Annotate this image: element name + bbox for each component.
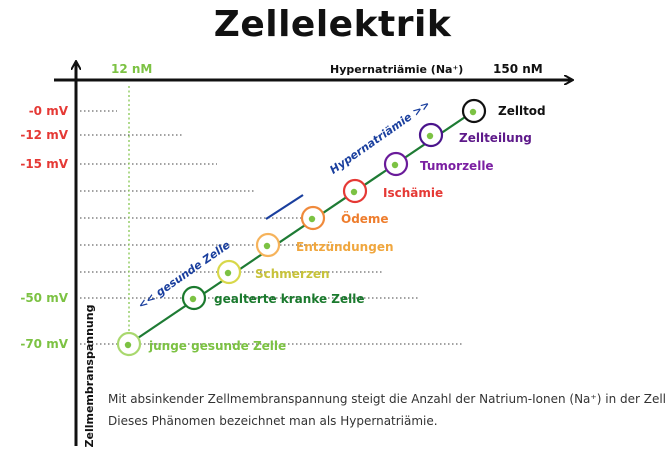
x-axis-label: Hypernatriämie (Na⁺) bbox=[330, 63, 463, 76]
cell-core bbox=[224, 269, 232, 277]
trend-line-path bbox=[128, 110, 475, 345]
caption-line-2: Dieses Phänomen bezeichnet man als Hyper… bbox=[108, 414, 438, 428]
cell-core bbox=[308, 215, 316, 223]
blue-dash-mark bbox=[265, 194, 304, 220]
stage-label: Ödeme bbox=[341, 211, 389, 226]
cell-core bbox=[350, 188, 358, 196]
stage-label: Zellteilung bbox=[459, 131, 532, 145]
cell-core bbox=[263, 242, 271, 250]
stage-label: junge gesunde Zelle bbox=[148, 339, 286, 353]
cell-core bbox=[124, 341, 132, 349]
y-tick-label: -50 mV bbox=[20, 291, 68, 305]
cell-core bbox=[426, 132, 434, 140]
y-tick-label: -15 mV bbox=[20, 157, 68, 171]
hyper-arrow-label: Hypernatriämie >> bbox=[327, 98, 432, 177]
y-tick-label: -12 mV bbox=[20, 128, 68, 142]
stage-label: Ischämie bbox=[383, 186, 443, 200]
caption-line-1: Mit absinkender Zellmembranspannung stei… bbox=[108, 392, 665, 406]
cell-core bbox=[469, 108, 477, 116]
y-tick-label: -70 mV bbox=[20, 337, 68, 351]
stage-label: Schmerzen bbox=[255, 267, 330, 281]
page-title: Zellelektrik bbox=[213, 4, 452, 45]
cell-core bbox=[391, 161, 399, 169]
trend-line bbox=[128, 110, 475, 345]
stage-label: gealterte kranke Zelle bbox=[214, 292, 365, 306]
x-end-label: 150 nM bbox=[493, 62, 543, 76]
x-start-label: 12 nM bbox=[111, 62, 152, 76]
stage-label: Tumorzelle bbox=[420, 159, 494, 173]
y-axis-label: Zellmembranspannung bbox=[83, 305, 96, 448]
stage-label: Zelltod bbox=[498, 104, 546, 118]
stage-label: Entzündungen bbox=[296, 240, 394, 254]
axes bbox=[54, 62, 572, 446]
y-tick-label: -0 mV bbox=[29, 104, 69, 118]
cells bbox=[116, 98, 487, 357]
cell-core bbox=[189, 295, 197, 303]
